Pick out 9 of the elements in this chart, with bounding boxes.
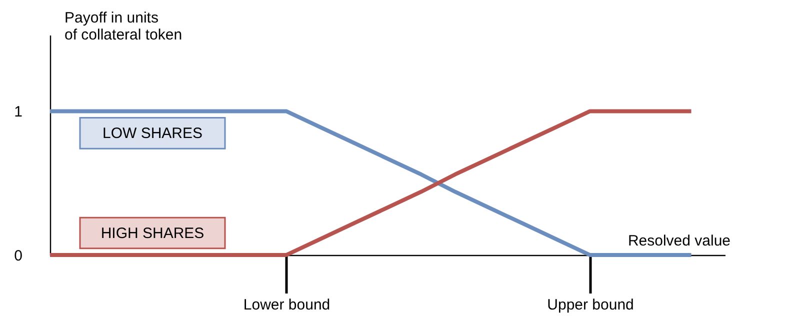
y-axis-title: Payoff in units of collateral token bbox=[64, 10, 182, 44]
x-tick-label: Lower bound bbox=[243, 296, 330, 314]
series-label: HIGH SHARES bbox=[100, 225, 204, 242]
series-label: LOW SHARES bbox=[102, 125, 203, 142]
x-tick-label: Upper bound bbox=[547, 296, 634, 314]
y-tick-label: 1 bbox=[14, 104, 22, 121]
x-axis-title: Resolved value bbox=[628, 232, 730, 250]
line-series bbox=[48, 109, 694, 257]
y-tick-label: 0 bbox=[14, 248, 22, 264]
